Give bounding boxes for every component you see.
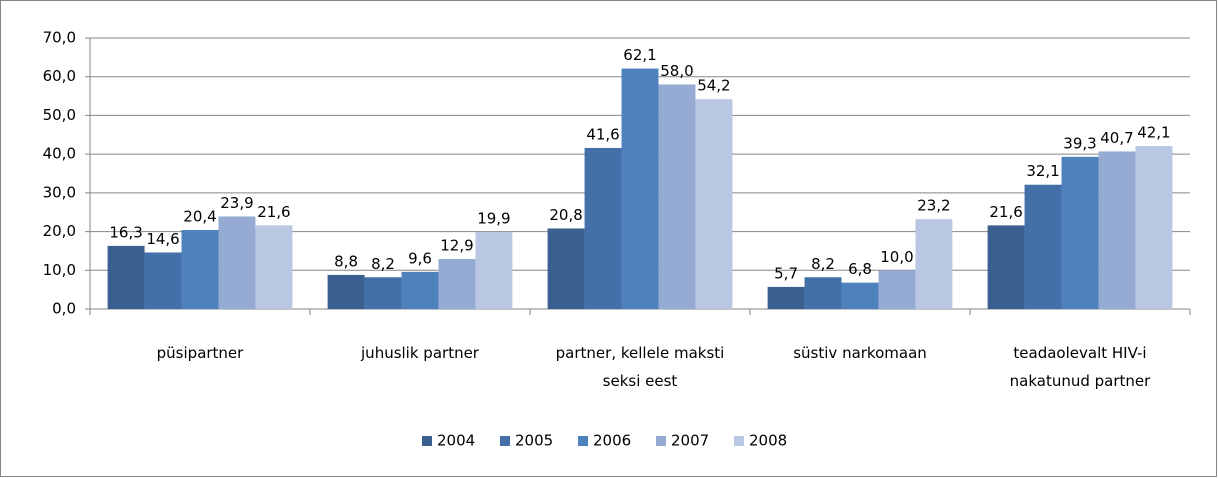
data-label: 9,6: [408, 249, 432, 267]
bar: [695, 99, 733, 309]
bar: [364, 277, 402, 309]
data-label: 23,2: [917, 197, 950, 215]
bar: [804, 277, 842, 309]
bar: [401, 271, 439, 309]
data-label: 39,3: [1063, 134, 1096, 152]
bar: [547, 228, 585, 309]
data-label: 21,6: [989, 203, 1022, 221]
data-label: 41,6: [586, 125, 619, 143]
legend-swatch: [500, 436, 510, 446]
data-label: 32,1: [1026, 162, 1059, 180]
bar: [584, 147, 622, 309]
y-tick-label: 70,0: [43, 29, 76, 47]
data-label: 6,8: [848, 260, 872, 278]
legend-swatch: [578, 436, 588, 446]
data-label: 19,9: [477, 209, 510, 227]
bar: [1061, 156, 1099, 309]
bar: [438, 259, 476, 309]
bar: [621, 68, 659, 309]
legend-label: 2006: [593, 432, 631, 450]
legend-swatch: [656, 436, 666, 446]
bar: [327, 274, 365, 309]
x-tick-label: teadaolevalt HIV-i nakatunud partner: [1009, 344, 1151, 390]
data-label: 14,6: [146, 230, 179, 248]
data-label: 62,1: [623, 46, 656, 64]
bar: [878, 270, 916, 309]
bar: [107, 245, 145, 309]
x-tick-label: püsipartner: [156, 344, 244, 362]
bar: [915, 219, 953, 309]
x-tick-label: juhuslik partner: [361, 344, 479, 362]
data-label: 21,6: [257, 203, 290, 221]
legend-swatch: [422, 436, 432, 446]
legend-label: 2005: [515, 432, 553, 450]
y-tick-label: 20,0: [43, 222, 76, 240]
y-tick-label: 50,0: [43, 106, 76, 124]
y-tick-label: 0,0: [52, 300, 76, 318]
data-label: 42,1: [1137, 124, 1170, 142]
y-tick-label: 60,0: [43, 67, 76, 85]
data-label: 58,0: [660, 62, 693, 80]
data-label: 12,9: [440, 237, 473, 255]
legend-label: 2007: [671, 432, 709, 450]
data-label: 5,7: [774, 264, 798, 282]
data-label: 8,8: [334, 252, 358, 270]
bar: [841, 282, 879, 309]
data-label: 40,7: [1100, 129, 1133, 147]
bar: [1135, 146, 1173, 309]
data-label: 20,8: [549, 206, 582, 224]
data-label: 8,2: [371, 255, 395, 273]
data-label: 20,4: [183, 208, 216, 226]
bar: [475, 231, 513, 309]
bar: [1098, 151, 1136, 309]
data-label: 8,2: [811, 255, 835, 273]
data-label: 23,9: [220, 194, 253, 212]
data-label: 54,2: [697, 77, 730, 95]
x-tick-label: süstiv narkomaan: [793, 344, 927, 362]
bar: [658, 84, 696, 309]
bar: [255, 225, 293, 309]
bar: [218, 216, 256, 309]
data-label: 10,0: [880, 248, 913, 266]
bar: [1024, 184, 1062, 309]
bar: [987, 225, 1025, 309]
bar: [144, 252, 182, 309]
legend-label: 2008: [749, 432, 787, 450]
data-label: 16,3: [109, 223, 142, 241]
y-tick-label: 10,0: [43, 261, 76, 279]
x-tick-label: partner, kellele maksti seksi eest: [555, 344, 725, 390]
y-tick-label: 40,0: [43, 145, 76, 163]
legend-swatch: [734, 436, 744, 446]
y-tick-label: 30,0: [43, 183, 76, 201]
bar: [181, 230, 219, 309]
bar: [767, 286, 805, 309]
legend-label: 2004: [437, 432, 475, 450]
